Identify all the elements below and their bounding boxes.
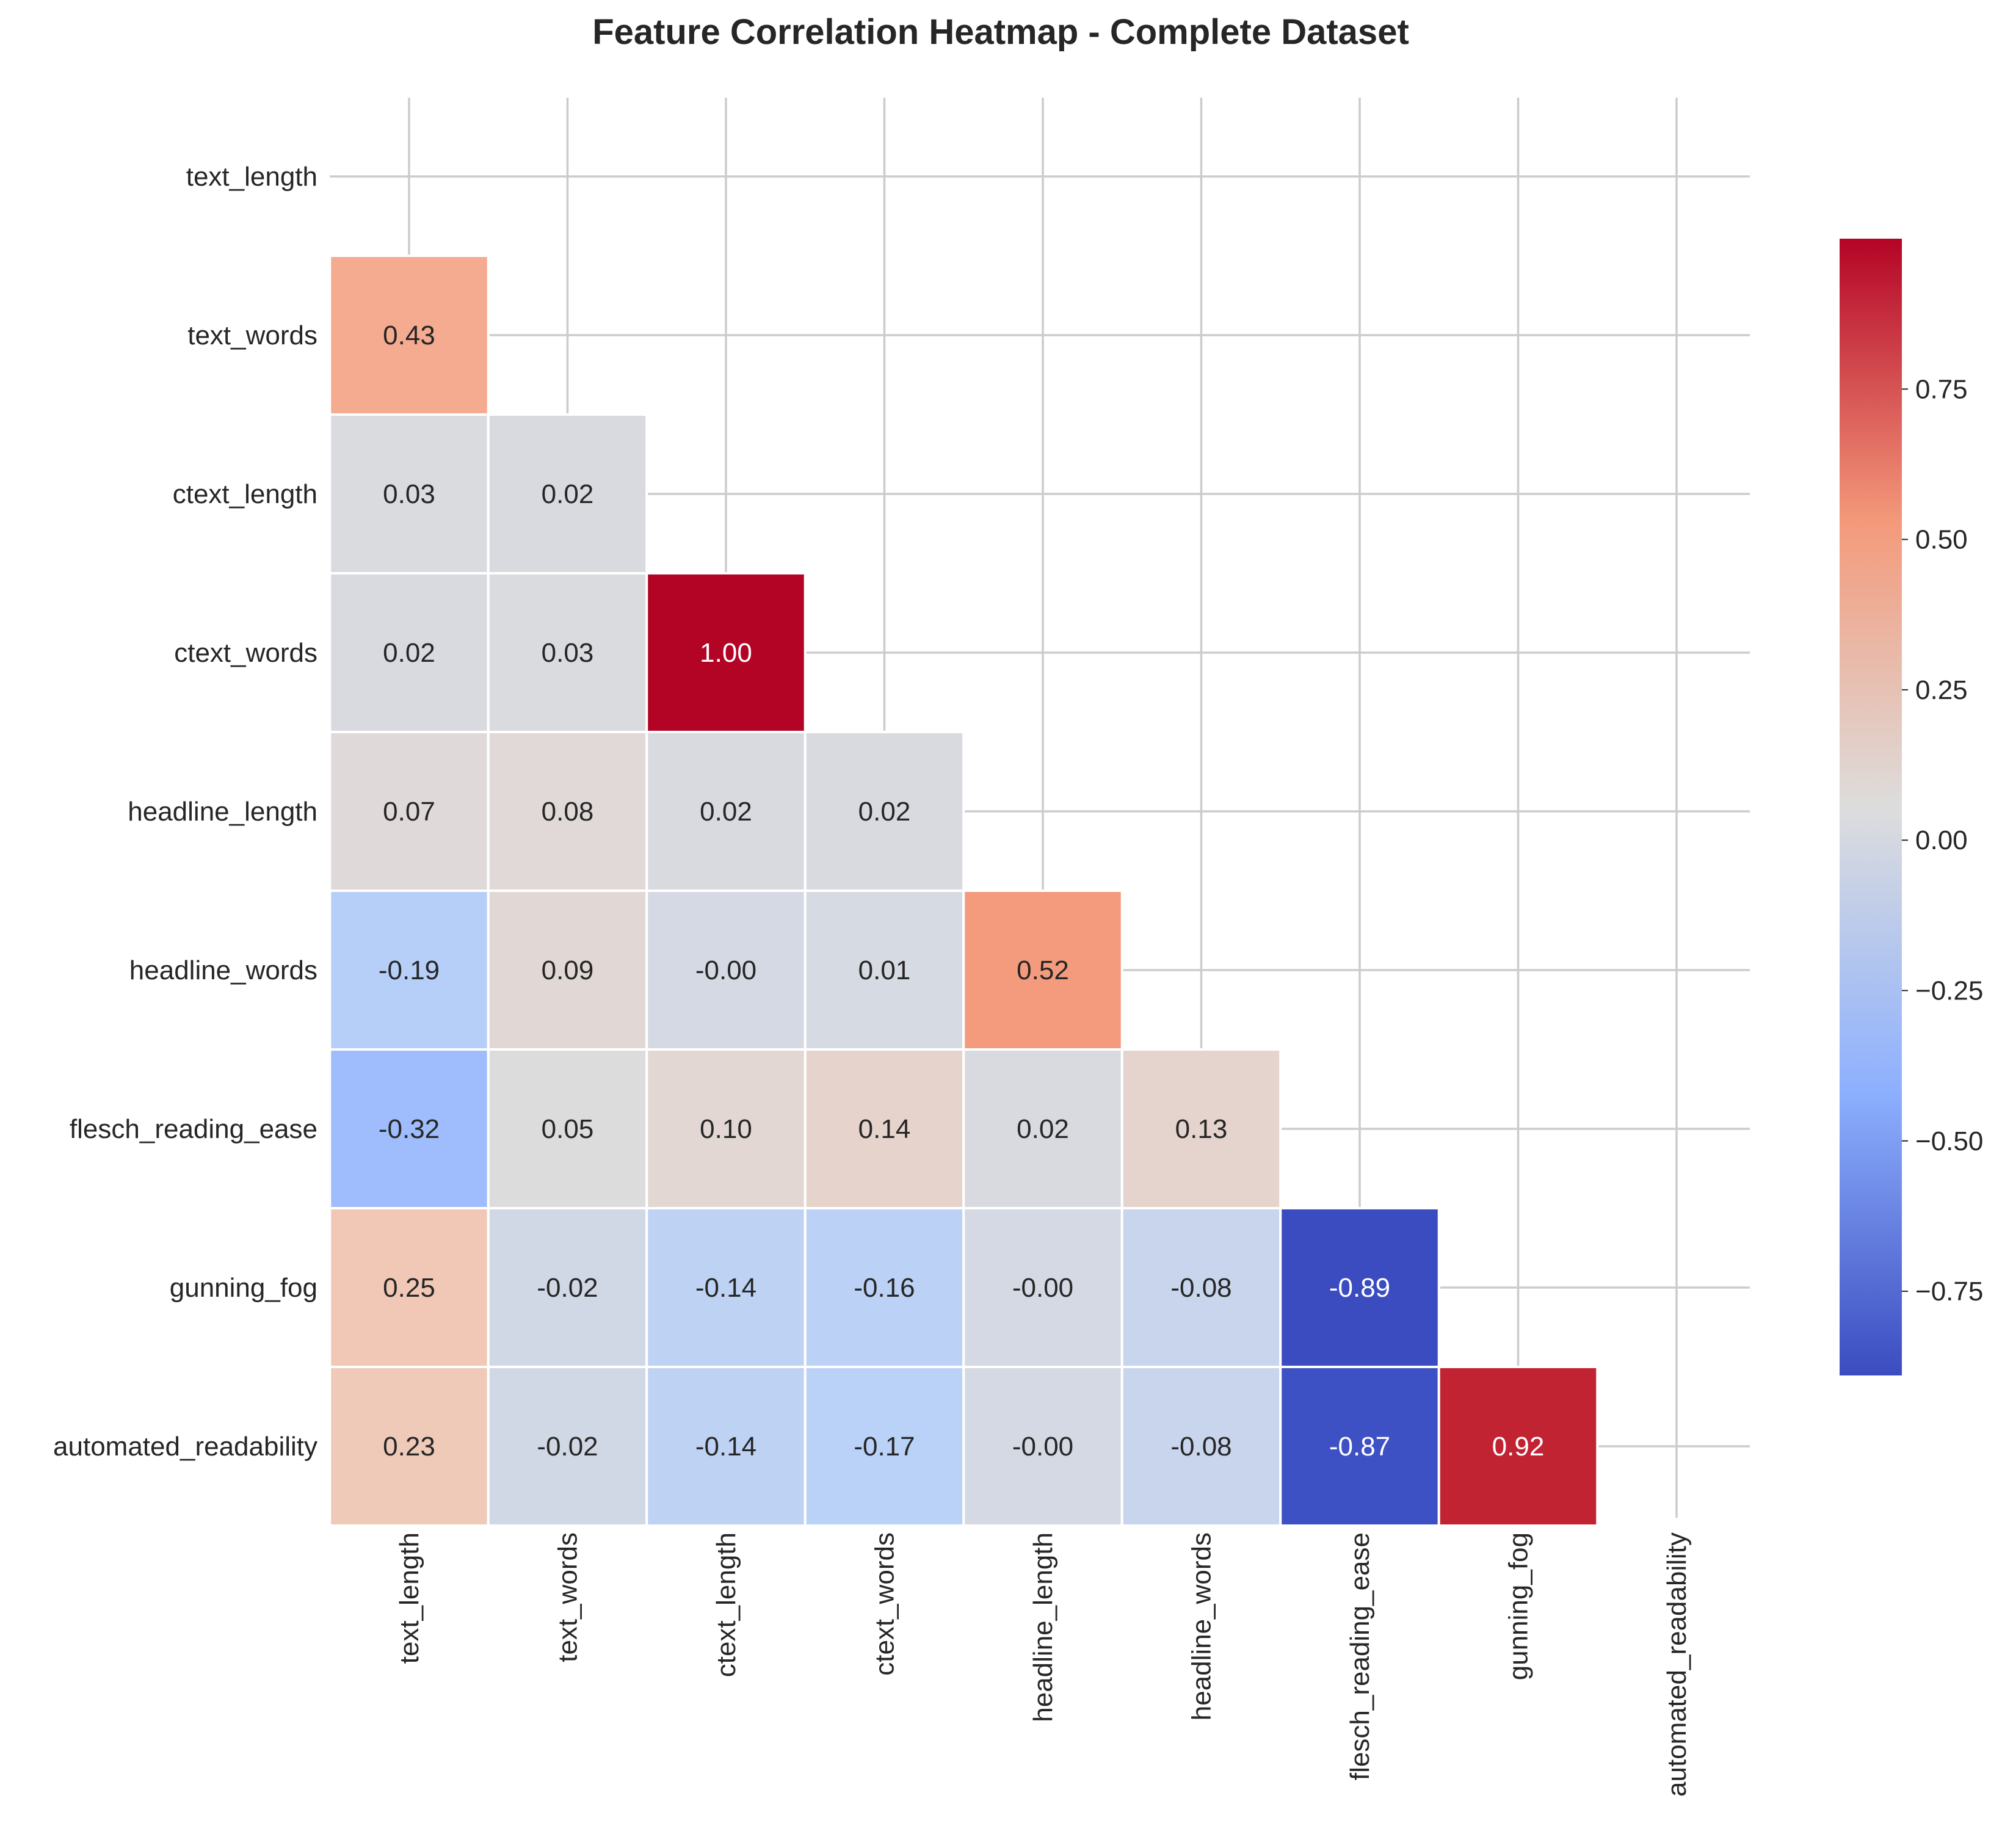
colorbar-gradient (1840, 239, 1902, 1375)
cell-value-label: 0.02 (700, 797, 752, 827)
cell-value-label: 0.14 (858, 1114, 911, 1144)
colorbar: 0.75 0.50 0.25 0.00 −0.25 −0.50 −0.75 (1840, 239, 1983, 1375)
heatmap-cell (328, 1207, 490, 1368)
heatmap-cell (803, 890, 965, 1051)
cell-value-label: -0.02 (537, 1273, 598, 1303)
cell-value-label: 0.02 (383, 638, 435, 668)
colorbar-tick-label: 0.25 (1915, 675, 1968, 705)
heatmap-cell (962, 1366, 1123, 1527)
cell-value-label: 0.02 (1017, 1114, 1069, 1144)
y-tick-label: flesch_reading_ease (70, 1114, 317, 1144)
x-axis-tick-labels: text_length text_words ctext_length ctext_w… (394, 1532, 1692, 1797)
heatmap-cell (645, 1207, 807, 1368)
x-tick-label: text_length (394, 1532, 424, 1664)
cell-value-label: 0.13 (1175, 1114, 1228, 1144)
cell-value-label: -0.32 (379, 1114, 440, 1144)
heatmap-cell (803, 731, 965, 892)
heatmap-cell-labels: 0.43 0.03 0.02 0.02 0.03 1.00 0.07 0.08 0.02 0.02… (379, 321, 1544, 1462)
cell-value-label: -0.00 (1012, 1273, 1073, 1303)
y-tick-label: text_words (187, 321, 317, 350)
cell-value-label: -0.14 (695, 1432, 756, 1462)
colorbar-tick-label: 0.75 (1915, 374, 1968, 404)
cell-value-label: 0.02 (542, 479, 594, 509)
cell-value-label: 0.02 (858, 797, 911, 827)
chart-title: Feature Correlation Heatmap - Complete D… (592, 12, 1409, 52)
y-tick-label: ctext_length (173, 479, 317, 509)
heatmap-cell (487, 890, 648, 1051)
heatmap-cell (962, 890, 1123, 1051)
cell-value-label: -0.02 (537, 1432, 598, 1462)
cell-value-label: -0.08 (1170, 1273, 1231, 1303)
heatmap-cell (645, 572, 807, 733)
cell-value-label: 0.25 (383, 1273, 435, 1303)
cell-value-label: 0.01 (858, 955, 911, 985)
heatmap-cell (803, 1207, 965, 1368)
cell-value-label: 0.10 (700, 1114, 752, 1144)
cell-value-label: 0.05 (542, 1114, 594, 1144)
heatmap-cell (1120, 1048, 1282, 1209)
colorbar-tick-label: −0.75 (1915, 1277, 1983, 1306)
y-tick-label: gunning_fog (170, 1273, 317, 1303)
x-tick-label: automated_readability (1662, 1532, 1692, 1797)
cell-value-label: 0.09 (542, 955, 594, 985)
heatmap-cell (328, 1366, 490, 1527)
heatmap-cell (487, 1048, 648, 1209)
heatmap-cell (1279, 1207, 1440, 1368)
x-tick-label: ctext_words (870, 1532, 900, 1676)
heatmap-cell (803, 1048, 965, 1209)
heatmap-cell (645, 1048, 807, 1209)
cell-value-label: -0.00 (1012, 1432, 1073, 1462)
x-tick-label: ctext_length (711, 1532, 741, 1677)
colorbar-tick-label: 0.00 (1915, 825, 1968, 855)
cell-value-label: 0.23 (383, 1432, 435, 1462)
y-tick-label: automated_readability (53, 1432, 317, 1462)
cell-value-label: 0.07 (383, 797, 435, 827)
heatmap-cell (328, 572, 490, 733)
y-tick-label: ctext_words (174, 638, 317, 668)
colorbar-tick-label: 0.50 (1915, 525, 1968, 555)
heatmap-cell (487, 731, 648, 892)
cell-value-label: -0.19 (379, 955, 440, 985)
y-tick-label: text_length (186, 162, 317, 192)
cell-value-label: 0.52 (1017, 955, 1069, 985)
cell-value-label: -0.17 (854, 1432, 915, 1462)
cell-value-label: -0.89 (1329, 1273, 1390, 1303)
heatmap-cell (962, 1207, 1123, 1368)
heatmap-cell (487, 1207, 648, 1368)
y-tick-label: headline_words (129, 955, 317, 985)
cell-value-label: 0.43 (383, 321, 435, 350)
cell-value-label: 1.00 (700, 638, 752, 668)
heatmap-cell (1437, 1366, 1599, 1527)
heatmap-cell (328, 255, 490, 416)
cell-value-label: -0.14 (695, 1273, 756, 1303)
cell-value-label: 0.03 (542, 638, 594, 668)
heatmap-cell (328, 413, 490, 574)
cell-value-label: -0.16 (854, 1273, 915, 1303)
x-tick-label: headline_words (1187, 1532, 1217, 1720)
cell-value-label: -0.00 (695, 955, 756, 985)
colorbar-tick-label: −0.25 (1915, 976, 1983, 1006)
heatmap-cell (328, 1048, 490, 1209)
cell-value-label: 0.08 (542, 797, 594, 827)
cell-value-label: -0.87 (1329, 1432, 1390, 1462)
heatmap-cells (328, 255, 1599, 1527)
cell-value-label: -0.08 (1170, 1432, 1231, 1462)
heatmap-cell (645, 890, 807, 1051)
heatmap-cell (487, 413, 648, 574)
heatmap-cell (645, 1366, 807, 1527)
cell-value-label: 0.92 (1492, 1432, 1545, 1462)
cell-value-label: 0.03 (383, 479, 435, 509)
x-tick-label: flesch_reading_ease (1345, 1532, 1375, 1780)
y-tick-label: headline_length (128, 797, 317, 827)
heatmap-cell (1120, 1207, 1282, 1368)
heatmap-cell (1279, 1366, 1440, 1527)
x-tick-label: headline_length (1028, 1532, 1058, 1722)
heatmap-cell (803, 1366, 965, 1527)
x-tick-label: text_words (553, 1532, 583, 1662)
x-tick-label: gunning_fog (1504, 1532, 1534, 1680)
y-axis-tick-labels: text_length text_words ctext_length ctext_w… (53, 162, 317, 1462)
colorbar-tick-label: −0.50 (1915, 1126, 1983, 1156)
